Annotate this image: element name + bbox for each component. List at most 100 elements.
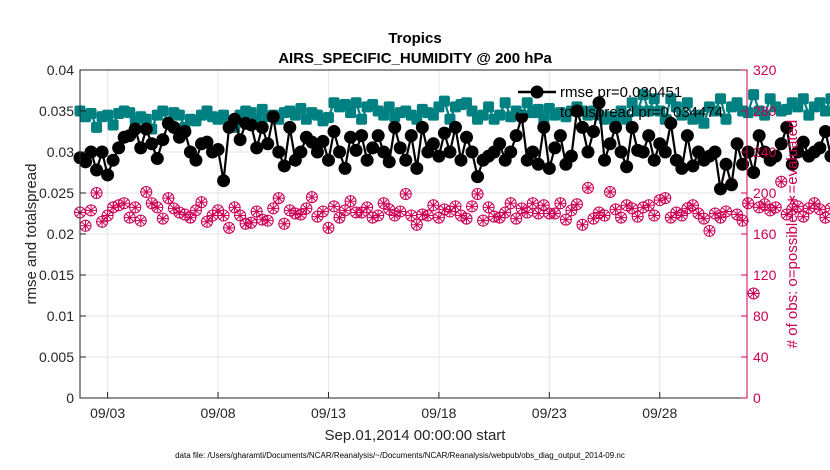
obs-evaluated-marker: [377, 197, 390, 210]
rmse-point: [570, 104, 584, 118]
rmse-point: [217, 174, 231, 188]
totalspread-point: [345, 107, 357, 119]
rmse-point: [366, 141, 380, 155]
rmse-point: [730, 137, 744, 151]
obs-evaluated-marker: [515, 202, 528, 215]
x-axis-label: Sep.01,2014 00:00:00 start: [325, 427, 507, 444]
obs-evaluated-marker: [327, 200, 340, 213]
rmse-point: [680, 129, 694, 143]
rmse-point: [393, 141, 407, 155]
rmse-point: [178, 125, 192, 138]
obs-evaluated-marker: [333, 211, 346, 224]
obs-evaluated-marker: [322, 221, 335, 234]
obs-evaluated-marker: [466, 200, 479, 213]
obs-evaluated-marker: [720, 205, 733, 218]
obs-evaluated-marker: [250, 205, 263, 218]
obs-evaluated-marker: [366, 211, 379, 224]
obs-evaluated-marker: [615, 211, 628, 224]
obs-evaluated-marker: [449, 200, 462, 213]
rmse-point: [526, 145, 540, 159]
rmse-point: [642, 129, 656, 143]
rmse-point: [471, 170, 485, 184]
totalspread-point: [322, 112, 334, 124]
obs-evaluated-marker: [769, 201, 782, 214]
rmse-point: [189, 153, 203, 167]
totalspread-point: [643, 105, 655, 117]
obs-evaluated-marker: [239, 217, 252, 230]
rmse-point: [553, 129, 567, 143]
obs-evaluated-marker: [206, 209, 219, 222]
rmse-point: [200, 135, 214, 149]
rmse-point: [228, 112, 242, 126]
legend-spread-label: totalspread pr=0.034474: [560, 104, 723, 121]
obs-evaluated-marker: [355, 206, 368, 219]
obs-evaluated-marker: [587, 212, 600, 225]
obs-evaluated-marker: [421, 209, 434, 222]
totalspread-point: [720, 113, 732, 125]
obs-evaluated-marker: [637, 201, 650, 214]
obs-evaluated-marker: [283, 204, 296, 217]
obs-evaluated-marker: [609, 203, 622, 216]
rmse-point: [448, 120, 462, 134]
totalspread-point: [759, 109, 771, 121]
rmse-point: [636, 145, 650, 159]
rmse-point: [780, 120, 794, 134]
obs-evaluated-marker: [736, 214, 749, 227]
obs-evaluated-marker: [753, 201, 766, 214]
rmse-point: [531, 157, 545, 171]
obs-evaluated-marker: [681, 202, 694, 215]
rmse-point: [410, 161, 424, 175]
totalspread-point: [632, 105, 644, 117]
obs-evaluated-marker: [228, 201, 241, 214]
obs-evaluated-marker: [493, 211, 506, 224]
left-tick-label: 0.04: [47, 62, 74, 78]
rmse-point: [344, 130, 358, 144]
obs-evaluated-marker: [90, 187, 103, 199]
rmse-point: [796, 135, 810, 149]
obs-evaluated-marker: [129, 201, 142, 214]
rmse-point: [575, 120, 589, 134]
right-tick-label: 120: [753, 267, 777, 283]
rmse-point: [145, 137, 159, 151]
obs-evaluated-marker: [245, 216, 258, 229]
obs-evaluated-marker: [510, 212, 523, 225]
obs-evaluated-marker: [427, 199, 440, 212]
rmse-point: [752, 129, 766, 143]
x-tick-label: 09/23: [532, 405, 567, 421]
x-tick-label: 09/08: [201, 405, 236, 421]
rmse-point: [437, 126, 451, 140]
totalspread-point: [676, 109, 688, 121]
totalspread-point: [85, 107, 97, 119]
totalspread-point: [383, 101, 395, 113]
obs-evaluated-marker: [482, 201, 495, 214]
left-tick-label: 0.025: [39, 185, 74, 201]
totalspread-point: [483, 101, 495, 113]
obs-evaluated-marker: [565, 204, 578, 217]
rmse-point: [211, 143, 225, 157]
rmse-point: [592, 96, 606, 110]
obs-evaluated-marker: [416, 208, 429, 221]
totalspread-point: [173, 109, 185, 121]
obs-evaluated-marker: [659, 192, 672, 205]
rmse-point: [272, 145, 286, 159]
obs-evaluated-marker: [477, 214, 490, 227]
obs-evaluated-marker: [123, 211, 136, 224]
obs-evaluated-marker: [432, 211, 445, 224]
line-series-layer: [73, 89, 830, 196]
obs-evaluated-marker: [201, 215, 213, 228]
obs-evaluated-marker: [692, 207, 705, 220]
obs-evaluated-marker: [775, 175, 788, 188]
rmse-point: [360, 153, 374, 167]
obs-evaluated-marker: [223, 221, 236, 234]
rmse-point: [686, 159, 700, 173]
rmse-point: [90, 163, 104, 177]
obs-evaluated-marker: [488, 210, 501, 223]
rmse-point: [95, 145, 109, 159]
obs-evaluated-marker: [189, 204, 202, 217]
obs-evaluated-marker: [272, 192, 285, 205]
obs-evaluated-marker: [278, 217, 291, 230]
obs-evaluated-marker: [537, 199, 550, 212]
rmse-point: [791, 145, 805, 159]
